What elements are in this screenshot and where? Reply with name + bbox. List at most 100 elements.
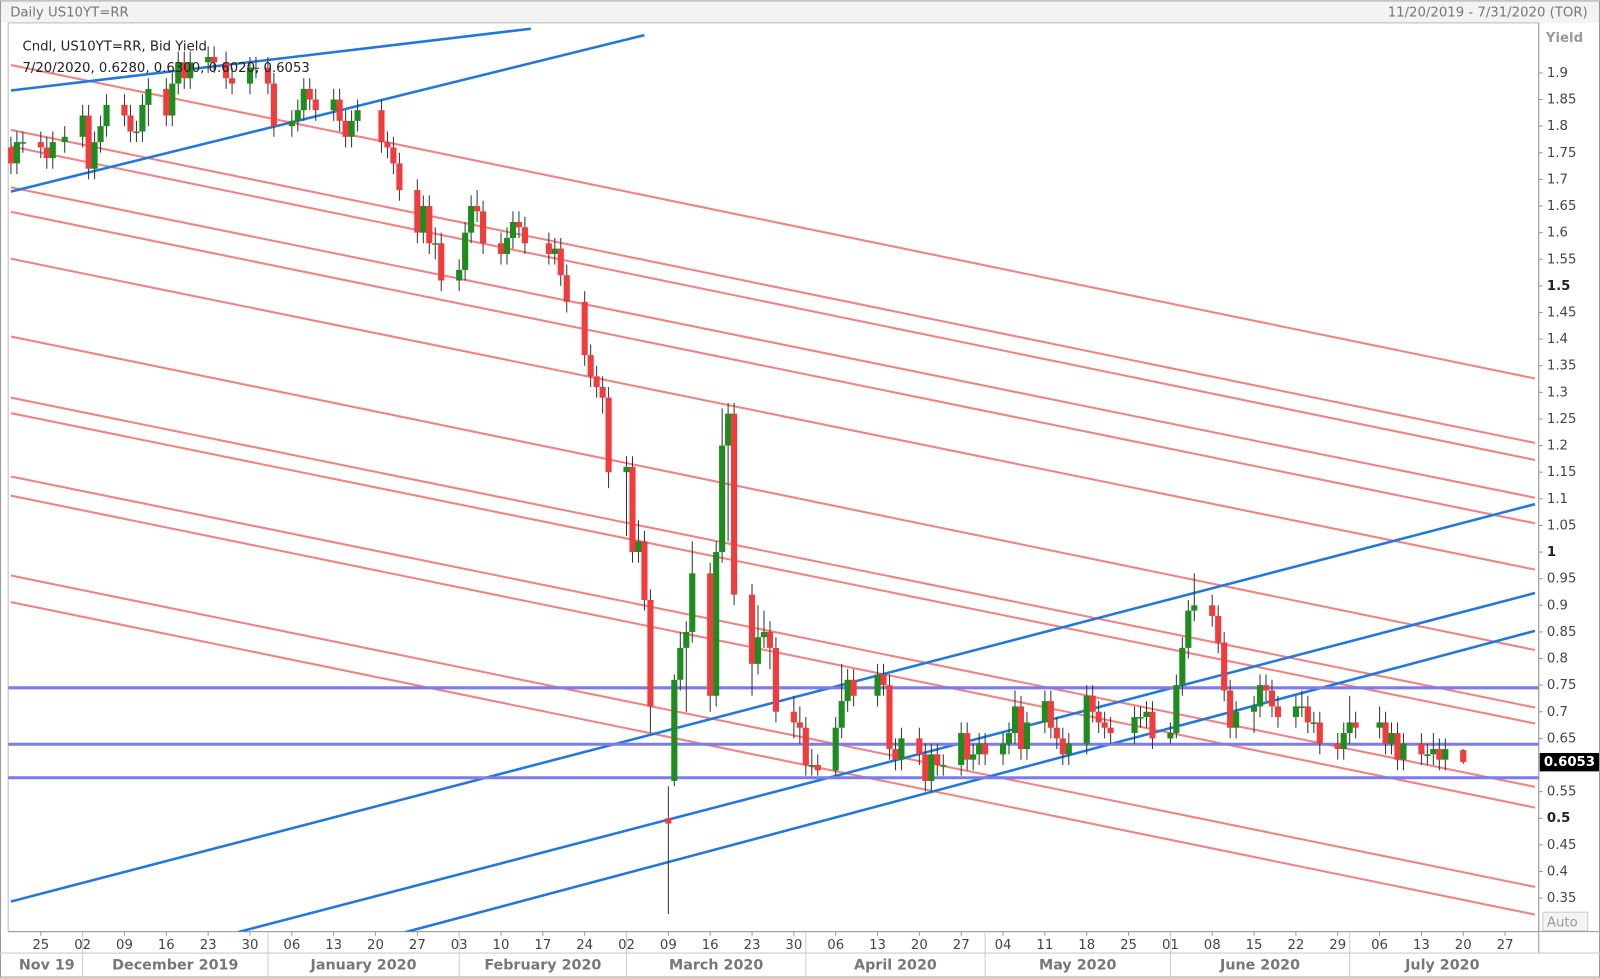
candle-body xyxy=(468,206,475,233)
candle-body xyxy=(689,573,696,632)
header-bar xyxy=(1,1,1599,23)
candle-body xyxy=(886,685,893,750)
candle-body xyxy=(1460,750,1467,763)
x-tick-label: 17 xyxy=(534,938,551,953)
candle-body xyxy=(288,120,295,127)
trendline xyxy=(10,186,1536,499)
y-tick-label: 1.35 xyxy=(1547,359,1577,374)
candle-body xyxy=(1023,722,1031,750)
candle-body xyxy=(970,754,977,760)
x-tick-label: 06 xyxy=(827,938,844,953)
candle-body xyxy=(61,136,68,143)
candle-body xyxy=(515,221,522,228)
candle-body xyxy=(127,115,134,132)
y-tick-label: 0.45 xyxy=(1547,838,1577,853)
candle-body xyxy=(1011,706,1019,734)
y-tick-label: 1 xyxy=(1547,545,1556,560)
y-tick-label: 0.4 xyxy=(1547,864,1568,879)
x-tick-label: 25 xyxy=(1120,938,1137,953)
candle-body xyxy=(1376,722,1383,728)
candle-body xyxy=(1442,749,1449,760)
last-price-label: 0.6053 xyxy=(1544,755,1595,770)
x-tick-label: 13 xyxy=(869,938,886,953)
candle-body xyxy=(772,647,779,712)
candle-body xyxy=(294,110,301,121)
candle-body xyxy=(1209,605,1216,616)
trendline xyxy=(237,591,1536,932)
candle-body xyxy=(1173,685,1180,734)
trendline xyxy=(10,475,1536,788)
x-tick-label: 22 xyxy=(1287,938,1304,953)
candle-body xyxy=(1065,743,1072,755)
candle-body xyxy=(838,701,845,728)
candle-body xyxy=(223,62,230,79)
month-label: May 2020 xyxy=(1039,957,1117,973)
x-tick-label: 20 xyxy=(1455,938,1472,953)
auto-button[interactable] xyxy=(1542,911,1589,932)
candle-body xyxy=(509,221,517,238)
x-tick-label: 15 xyxy=(1246,938,1263,953)
candle-body xyxy=(1089,695,1096,712)
candle-body xyxy=(1250,706,1258,712)
y-tick-label: 0.8 xyxy=(1547,652,1568,667)
trendline xyxy=(10,27,532,92)
candle-body xyxy=(880,674,887,686)
y-tick-label: 0.55 xyxy=(1547,785,1577,800)
candle-body xyxy=(1292,706,1299,718)
candle-body xyxy=(1382,722,1389,744)
x-tick-label: 27 xyxy=(1497,938,1514,953)
candle-body xyxy=(420,206,427,233)
candle-body xyxy=(587,355,594,377)
candle-body xyxy=(874,674,881,696)
last-price-tag xyxy=(1539,752,1599,772)
x-tick-label: 30 xyxy=(785,938,802,953)
month-label: February 2020 xyxy=(484,957,601,973)
candle-body xyxy=(671,679,678,781)
candle-body xyxy=(641,541,648,600)
y-tick-label: 0.75 xyxy=(1547,678,1577,693)
candle-body xyxy=(1424,754,1431,756)
candle-body xyxy=(1041,701,1048,723)
x-tick-label: 13 xyxy=(325,938,342,953)
candle-body xyxy=(1316,722,1323,744)
y-tick-label: 0.65 xyxy=(1547,731,1577,746)
candle-body xyxy=(121,104,128,116)
x-tick-label: 16 xyxy=(158,938,175,953)
candle-body xyxy=(958,733,965,765)
candle-body xyxy=(497,243,505,254)
candle-body xyxy=(844,679,851,702)
x-tick-label: 09 xyxy=(116,938,133,953)
y-tick-label: 0.85 xyxy=(1547,625,1577,640)
y-tick-label: 1.15 xyxy=(1547,465,1577,480)
candle-body xyxy=(1215,615,1222,643)
y-tick-label: 0.5 xyxy=(1547,811,1571,826)
candle-body xyxy=(139,104,146,132)
y-tick-label: 1.25 xyxy=(1547,412,1577,427)
candle-body xyxy=(163,88,170,116)
x-tick-label: 11 xyxy=(1036,938,1053,953)
candle-body xyxy=(1268,690,1276,707)
candle-body xyxy=(934,754,941,765)
trendline xyxy=(10,210,1536,525)
candle-body xyxy=(647,599,654,707)
x-tick-label: 23 xyxy=(200,938,217,953)
auto-button-label[interactable]: Auto xyxy=(1547,915,1578,930)
candle-body xyxy=(37,142,44,148)
candle-body xyxy=(205,56,212,63)
y-tick-label: 1.1 xyxy=(1547,492,1568,507)
candle-body xyxy=(1340,733,1347,750)
candle-body xyxy=(390,147,397,164)
y-tick-label: 1.9 xyxy=(1547,66,1568,81)
candle-body xyxy=(1083,695,1090,744)
y-tick-label: 1.4 xyxy=(1547,332,1568,347)
candle-body xyxy=(133,131,140,134)
candle-body xyxy=(1059,738,1066,755)
candle-body xyxy=(264,67,271,84)
candle-body xyxy=(348,120,355,137)
candle-body xyxy=(754,637,762,664)
y-axis-title: Yield xyxy=(1545,31,1583,46)
month-label: April 2020 xyxy=(854,957,937,973)
x-tick-label: 04 xyxy=(995,938,1012,953)
candle-body xyxy=(802,727,809,765)
candle-body xyxy=(928,754,935,781)
